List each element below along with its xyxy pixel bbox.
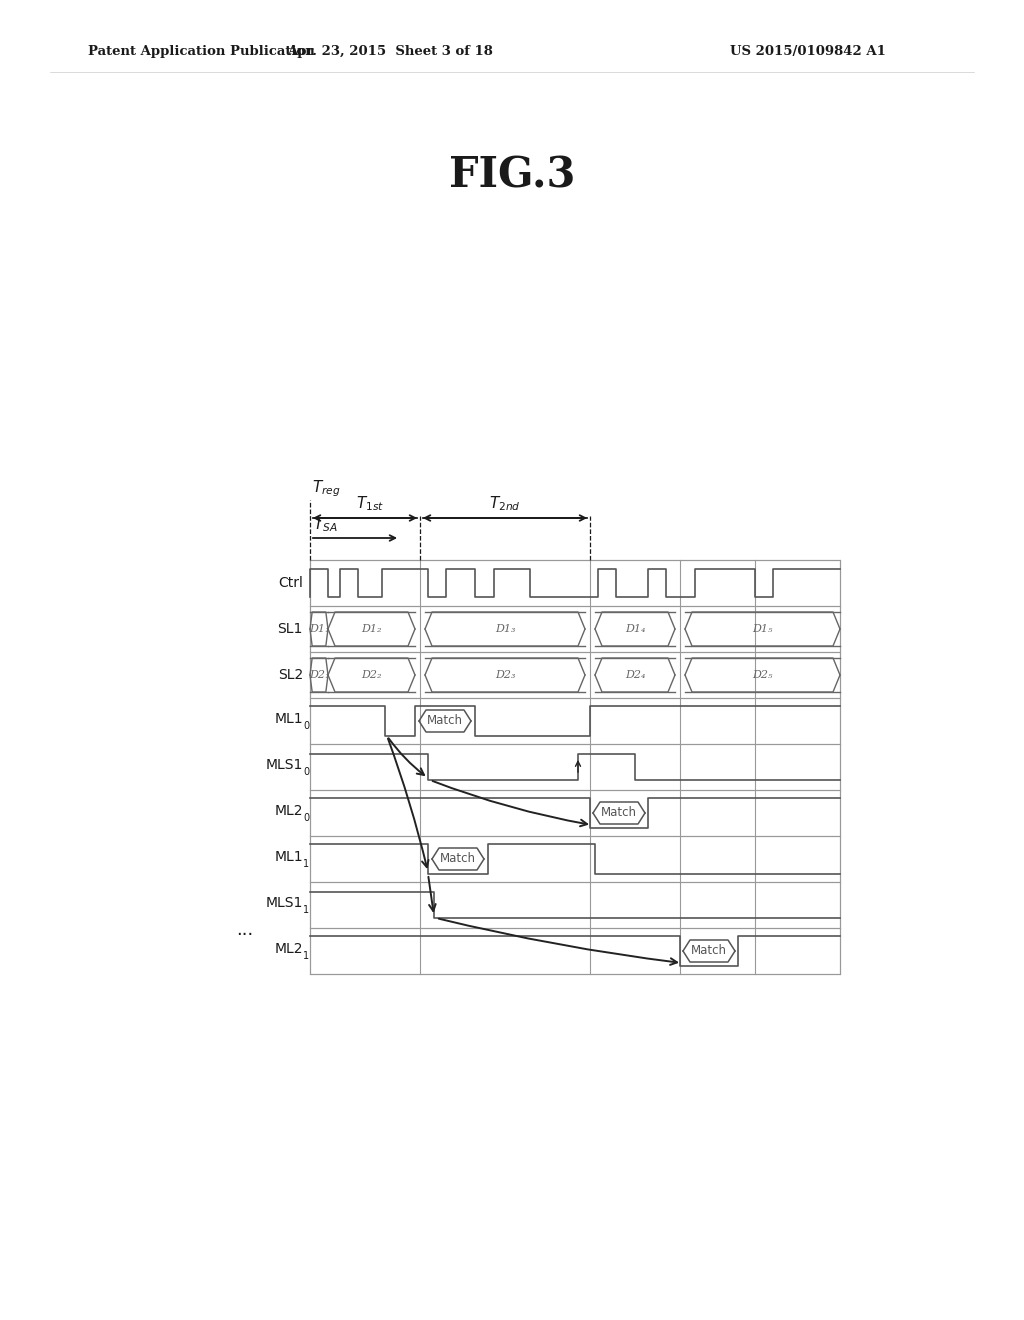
Text: D2₁: D2₁ (309, 671, 330, 680)
Text: D1₃: D1₃ (495, 624, 515, 634)
Text: ML1: ML1 (274, 850, 303, 865)
Text: D2₅: D2₅ (753, 671, 773, 680)
Text: Apr. 23, 2015  Sheet 3 of 18: Apr. 23, 2015 Sheet 3 of 18 (287, 45, 493, 58)
Text: Match: Match (440, 853, 476, 866)
Text: 0: 0 (303, 813, 309, 822)
Text: ML2: ML2 (274, 942, 303, 956)
Text: $T_{reg}$: $T_{reg}$ (312, 478, 341, 499)
Text: MLS1: MLS1 (265, 758, 303, 772)
Text: $T_{SA}$: $T_{SA}$ (313, 515, 338, 535)
Text: D1₄: D1₄ (625, 624, 645, 634)
Text: Match: Match (691, 945, 727, 957)
Text: MLS1: MLS1 (265, 896, 303, 909)
Text: Match: Match (427, 714, 463, 727)
Text: D1₁: D1₁ (309, 624, 330, 634)
Text: Ctrl: Ctrl (279, 576, 303, 590)
Text: FIG.3: FIG.3 (449, 154, 575, 195)
Text: D1₂: D1₂ (361, 624, 382, 634)
Bar (310, 560, 840, 974)
Text: 0: 0 (303, 721, 309, 731)
Text: D2₃: D2₃ (495, 671, 515, 680)
Text: $T_{1st}$: $T_{1st}$ (356, 494, 384, 513)
Text: US 2015/0109842 A1: US 2015/0109842 A1 (730, 45, 886, 58)
Text: 0: 0 (303, 767, 309, 777)
Text: Match: Match (601, 807, 637, 820)
Text: D2₄: D2₄ (625, 671, 645, 680)
Text: $T_{2nd}$: $T_{2nd}$ (489, 494, 521, 513)
Text: D1₅: D1₅ (753, 624, 773, 634)
Text: SL2: SL2 (278, 668, 303, 682)
Text: 1: 1 (303, 950, 309, 961)
Text: ML2: ML2 (274, 804, 303, 818)
Text: ...: ... (237, 921, 254, 939)
Text: D2₂: D2₂ (361, 671, 382, 680)
Text: Patent Application Publication: Patent Application Publication (88, 45, 314, 58)
Text: 1: 1 (303, 859, 309, 869)
Text: 1: 1 (303, 906, 309, 915)
Text: ML1: ML1 (274, 711, 303, 726)
Text: SL1: SL1 (278, 622, 303, 636)
